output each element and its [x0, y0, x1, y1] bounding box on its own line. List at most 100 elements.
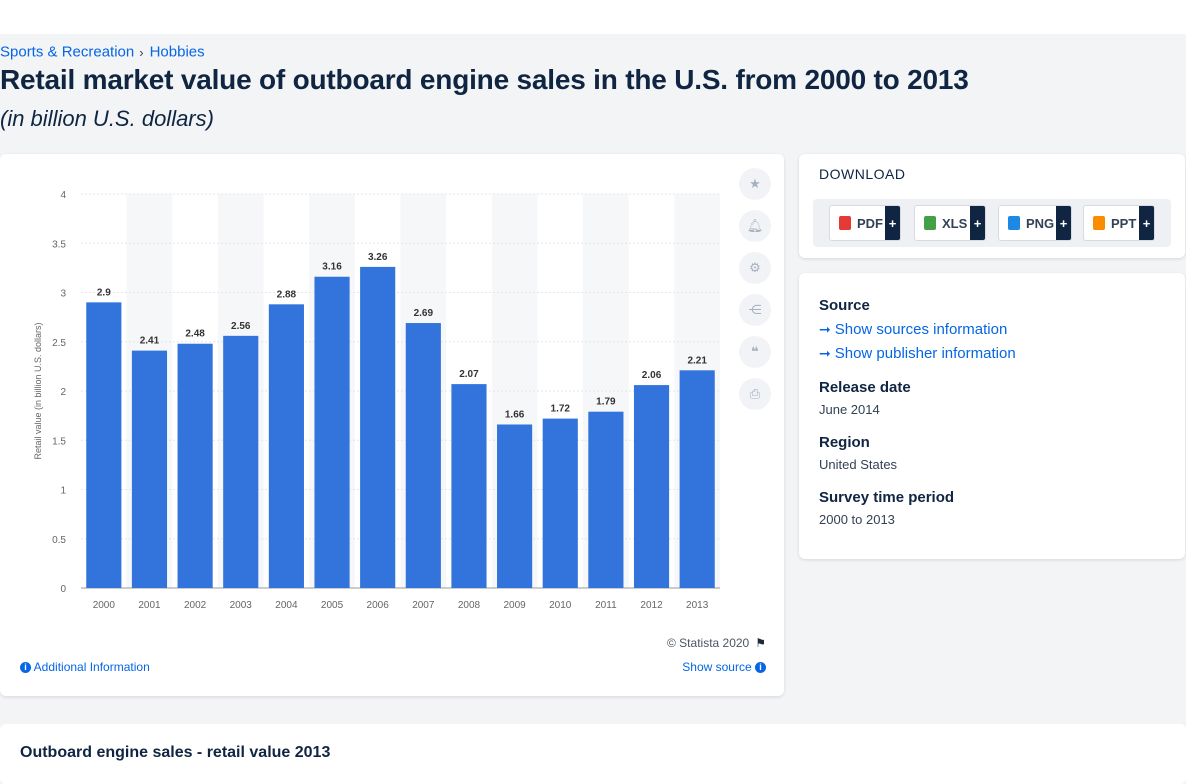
arrow-right-icon: ➞ [819, 345, 831, 361]
copyright-text: © Statista 2020 [667, 636, 750, 650]
y-tick-label: 0 [60, 584, 66, 595]
x-tick-label: 2010 [549, 600, 572, 611]
download-xls-button[interactable]: XLS + [914, 205, 986, 241]
bar [405, 323, 441, 588]
release-date-label: Release date [819, 379, 911, 396]
bar [679, 370, 715, 588]
data-label: 2.48 [185, 329, 205, 340]
bar [633, 385, 670, 588]
cite-button[interactable]: ❝ [739, 336, 771, 368]
additional-information-label: Additional Information [33, 660, 150, 674]
download-pdf-button[interactable]: PDF + [829, 205, 901, 241]
x-tick-label: 2003 [230, 600, 253, 611]
related-title: Outboard engine sales - retail value 201… [20, 744, 331, 761]
region-label: Region [819, 434, 870, 451]
download-png-button[interactable]: PNG + [998, 205, 1072, 241]
data-label: 2.56 [231, 321, 251, 332]
plus-icon: + [885, 206, 900, 240]
breadcrumb-item-sports[interactable]: Sports & Recreation [0, 43, 135, 61]
share-icon: ⋲ [748, 302, 762, 317]
plus-icon: + [970, 206, 985, 240]
x-tick-label: 2005 [321, 600, 344, 611]
x-tick-label: 2004 [275, 600, 298, 611]
show-source-link[interactable]: Show source i [682, 660, 766, 674]
top-bar [0, 0, 1186, 34]
plus-icon: + [1056, 206, 1071, 240]
download-png-label: PNG [1026, 215, 1055, 231]
data-label: 2.88 [277, 289, 297, 300]
bar [451, 384, 487, 588]
show-source-label: Show source [682, 660, 752, 674]
chart-toolbar: ★ 🔔︎ ⚙ ⋲ ❝ ⎙ [739, 168, 771, 420]
y-tick-label: 0.5 [52, 535, 66, 546]
y-tick-label: 1 [60, 486, 66, 497]
ppt-file-icon [1093, 216, 1105, 230]
page-subtitle: (in billion U.S. dollars) [0, 106, 214, 131]
flag-icon[interactable]: ⚑ [755, 636, 766, 650]
region-value: United States [819, 457, 898, 472]
favorite-button[interactable]: ★ [739, 168, 771, 200]
bar [588, 411, 624, 588]
x-tick-label: 2006 [367, 600, 390, 611]
data-label: 2.21 [687, 355, 707, 366]
bar [497, 424, 533, 588]
download-xls-label: XLS [942, 215, 968, 231]
breadcrumb-item-hobbies[interactable]: Hobbies [149, 43, 205, 61]
y-tick-label: 1.5 [52, 436, 66, 447]
xls-file-icon [924, 216, 936, 230]
x-tick-label: 2001 [138, 600, 161, 611]
download-ppt-button[interactable]: PPT + [1083, 205, 1155, 241]
plus-icon: + [1139, 206, 1154, 240]
survey-period-label: Survey time period [819, 489, 955, 506]
info-card: Source ➞ Show sources information ➞ Show p… [799, 273, 1185, 559]
x-tick-label: 2009 [503, 600, 526, 611]
download-ppt-label: PPT [1111, 215, 1137, 231]
survey-period-value: 2000 to 2013 [819, 512, 895, 527]
x-tick-label: 2013 [686, 600, 709, 611]
download-buttons: PDF + XLS + PNG + PPT + [813, 199, 1171, 247]
data-label: 2.41 [140, 336, 160, 347]
bell-icon: 🔔︎ [746, 218, 764, 233]
info-icon: i [20, 662, 31, 674]
bar [268, 304, 304, 588]
bar [177, 343, 213, 588]
arrow-right-icon: ➞ [819, 321, 831, 337]
copyright: © Statista 2020 ⚑ [667, 636, 766, 650]
notification-button[interactable]: 🔔︎ [739, 210, 771, 242]
y-tick-label: 3.5 [52, 239, 66, 250]
bar [223, 335, 259, 588]
x-tick-label: 2000 [93, 600, 116, 611]
y-tick-label: 3 [60, 289, 66, 300]
x-tick-label: 2012 [640, 600, 663, 611]
data-label: 3.16 [322, 262, 342, 273]
x-tick-label: 2011 [595, 600, 617, 611]
download-title: DOWNLOAD [819, 166, 906, 182]
show-sources-link[interactable]: ➞ Show sources information [819, 321, 1007, 338]
x-tick-label: 2007 [412, 600, 435, 611]
release-date-value: June 2014 [819, 402, 880, 417]
data-label: 2.9 [97, 287, 111, 298]
pdf-file-icon [839, 216, 851, 230]
data-label: 1.72 [551, 404, 571, 415]
x-tick-label: 2002 [184, 600, 207, 611]
show-sources-label: Show sources information [834, 321, 1008, 338]
png-file-icon [1008, 216, 1020, 230]
gear-icon: ⚙ [749, 260, 761, 275]
download-pdf-label: PDF [857, 215, 883, 231]
bar [131, 350, 168, 588]
data-label: 1.66 [505, 409, 525, 420]
data-label: 3.26 [368, 252, 388, 263]
show-publisher-link[interactable]: ➞ Show publisher information [819, 345, 1016, 362]
chart-card: 0 0.5 1 1.5 2 2.5 3 3.5 4 2.9 2000 2.41 2001 2.48 2002… [0, 154, 784, 696]
y-tick-label: 2 [60, 387, 66, 398]
additional-information-link[interactable]: i Additional Information [20, 660, 150, 674]
settings-button[interactable]: ⚙ [739, 252, 771, 284]
star-icon: ★ [749, 176, 761, 191]
print-button[interactable]: ⎙ [739, 378, 771, 410]
related-card: Outboard engine sales - retail value 201… [0, 724, 1186, 784]
breadcrumb: Sports & Recreation › Hobbies [0, 43, 205, 61]
source-label: Source [819, 297, 870, 314]
share-button[interactable]: ⋲ [739, 294, 771, 326]
breadcrumb-separator: › [139, 44, 144, 60]
data-label: 2.06 [642, 370, 662, 381]
